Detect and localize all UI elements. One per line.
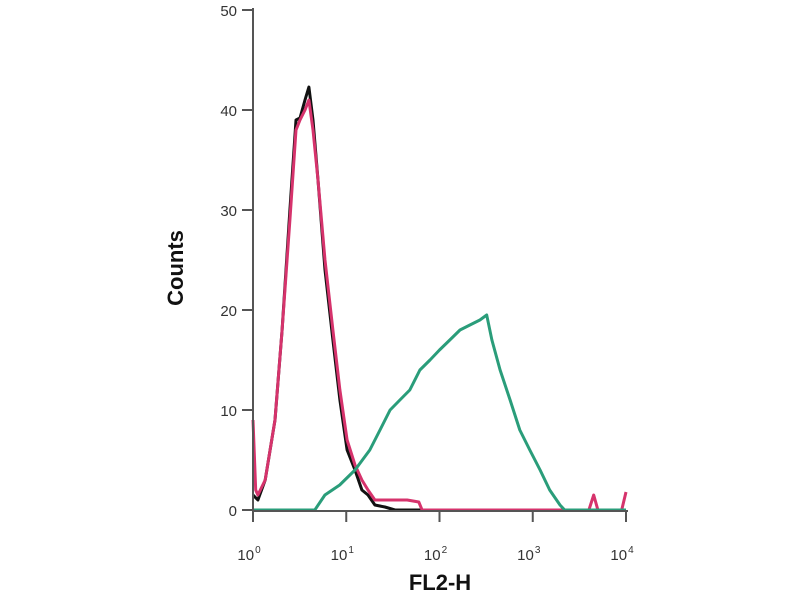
series-line-1: [251, 98, 628, 512]
y-tick-label: 20: [220, 303, 237, 320]
y-tick-label: 50: [220, 3, 237, 20]
y-axis-label: Counts: [163, 230, 188, 306]
x-tick-label: 101: [331, 545, 355, 564]
y-tick-label: 10: [220, 403, 237, 420]
series-layer: [251, 85, 628, 512]
x-tick-label: 100: [237, 545, 261, 564]
series-line-0: [251, 85, 626, 512]
x-axis-label: FL2-H: [409, 570, 471, 595]
x-tick-label: 104: [610, 545, 634, 564]
y-tick-label: 30: [220, 203, 237, 220]
x-tick-label: 103: [517, 545, 541, 564]
y-tick-label: 40: [220, 103, 237, 120]
series-line-2: [253, 313, 626, 512]
y-tick-label: 0: [229, 503, 237, 520]
x-tick-label: 102: [424, 545, 448, 564]
ticks-layer: 100 101 102 103 104 0 10 20 30 40 50: [220, 3, 634, 564]
